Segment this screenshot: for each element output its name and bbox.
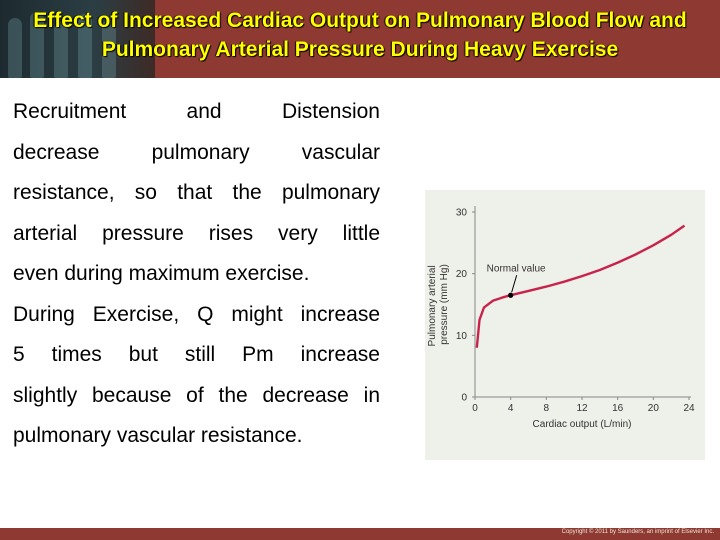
figure-silhouette xyxy=(54,22,68,78)
figure-silhouette xyxy=(8,18,22,78)
body-line: slightly because of the decrease in xyxy=(13,383,380,407)
y-tick-labels: 0 10 20 30 xyxy=(456,208,468,404)
x-tick-label: 12 xyxy=(576,403,588,414)
slide-title: Effect of Increased Cardiac Output on Pu… xyxy=(33,9,687,61)
x-tick-label: 16 xyxy=(612,403,624,414)
y-tick-label: 0 xyxy=(461,393,467,404)
x-tick-label: 0 xyxy=(472,403,478,414)
title-bar: Effect of Increased Cardiac Output on Pu… xyxy=(0,0,720,78)
x-tick-label: 24 xyxy=(683,403,695,414)
body-text: Recruitment and Distension decrease pulm… xyxy=(13,92,380,457)
x-tick-label: 20 xyxy=(648,403,660,414)
x-tick-label: 4 xyxy=(508,403,514,414)
body-line: even during maximum exercise. xyxy=(13,262,310,285)
title-thumbnail-image xyxy=(0,0,155,78)
figure-silhouette xyxy=(102,20,116,78)
footer-bar: Copyright © 2011 by Saunders, an imprint… xyxy=(0,528,720,540)
normal-value-point xyxy=(508,292,514,298)
chart-panel: 0 4 8 12 16 20 24 0 10 20 30 Normal value Cardiac… xyxy=(425,190,705,460)
y-tick-label: 20 xyxy=(456,269,468,280)
x-axis-label: Cardiac output (L/min) xyxy=(533,419,632,430)
x-tick-label: 8 xyxy=(544,403,550,414)
figure-silhouette xyxy=(78,14,92,78)
body-line: pulmonary vascular resistance. xyxy=(13,424,303,447)
y-axis-label-line-1: Pulmonary arterial xyxy=(427,265,438,346)
body-line: arterial pressure rises very little xyxy=(13,221,380,245)
chart-axes xyxy=(472,206,691,400)
figure-silhouette xyxy=(30,12,44,78)
body-line: Recruitment and Distension xyxy=(13,100,380,123)
y-axis-label-line-2: pressure (mm Hg) xyxy=(439,264,450,345)
y-tick-label: 30 xyxy=(456,208,468,219)
x-tick-labels: 0 4 8 12 16 20 24 xyxy=(472,403,695,414)
body-line: decrease pulmonary vascular xyxy=(13,140,380,164)
annotation-arrow xyxy=(511,275,518,293)
copyright-notice: Copyright © 2011 by Saunders, an imprint… xyxy=(561,529,714,535)
y-tick-label: 10 xyxy=(456,331,468,342)
body-line: resistance, so that the pulmonary xyxy=(13,181,380,204)
body-line: During Exercise, Q might increase xyxy=(13,302,380,326)
pressure-curve xyxy=(475,224,686,348)
pressure-vs-output-chart: 0 4 8 12 16 20 24 0 10 20 30 Normal value Cardiac… xyxy=(427,206,695,430)
annotation-label: Normal value xyxy=(487,263,546,274)
y-axis-label: Pulmonary arterial pressure (mm Hg) xyxy=(427,263,450,347)
body-line: 5 times but still Pm increase xyxy=(13,343,380,366)
